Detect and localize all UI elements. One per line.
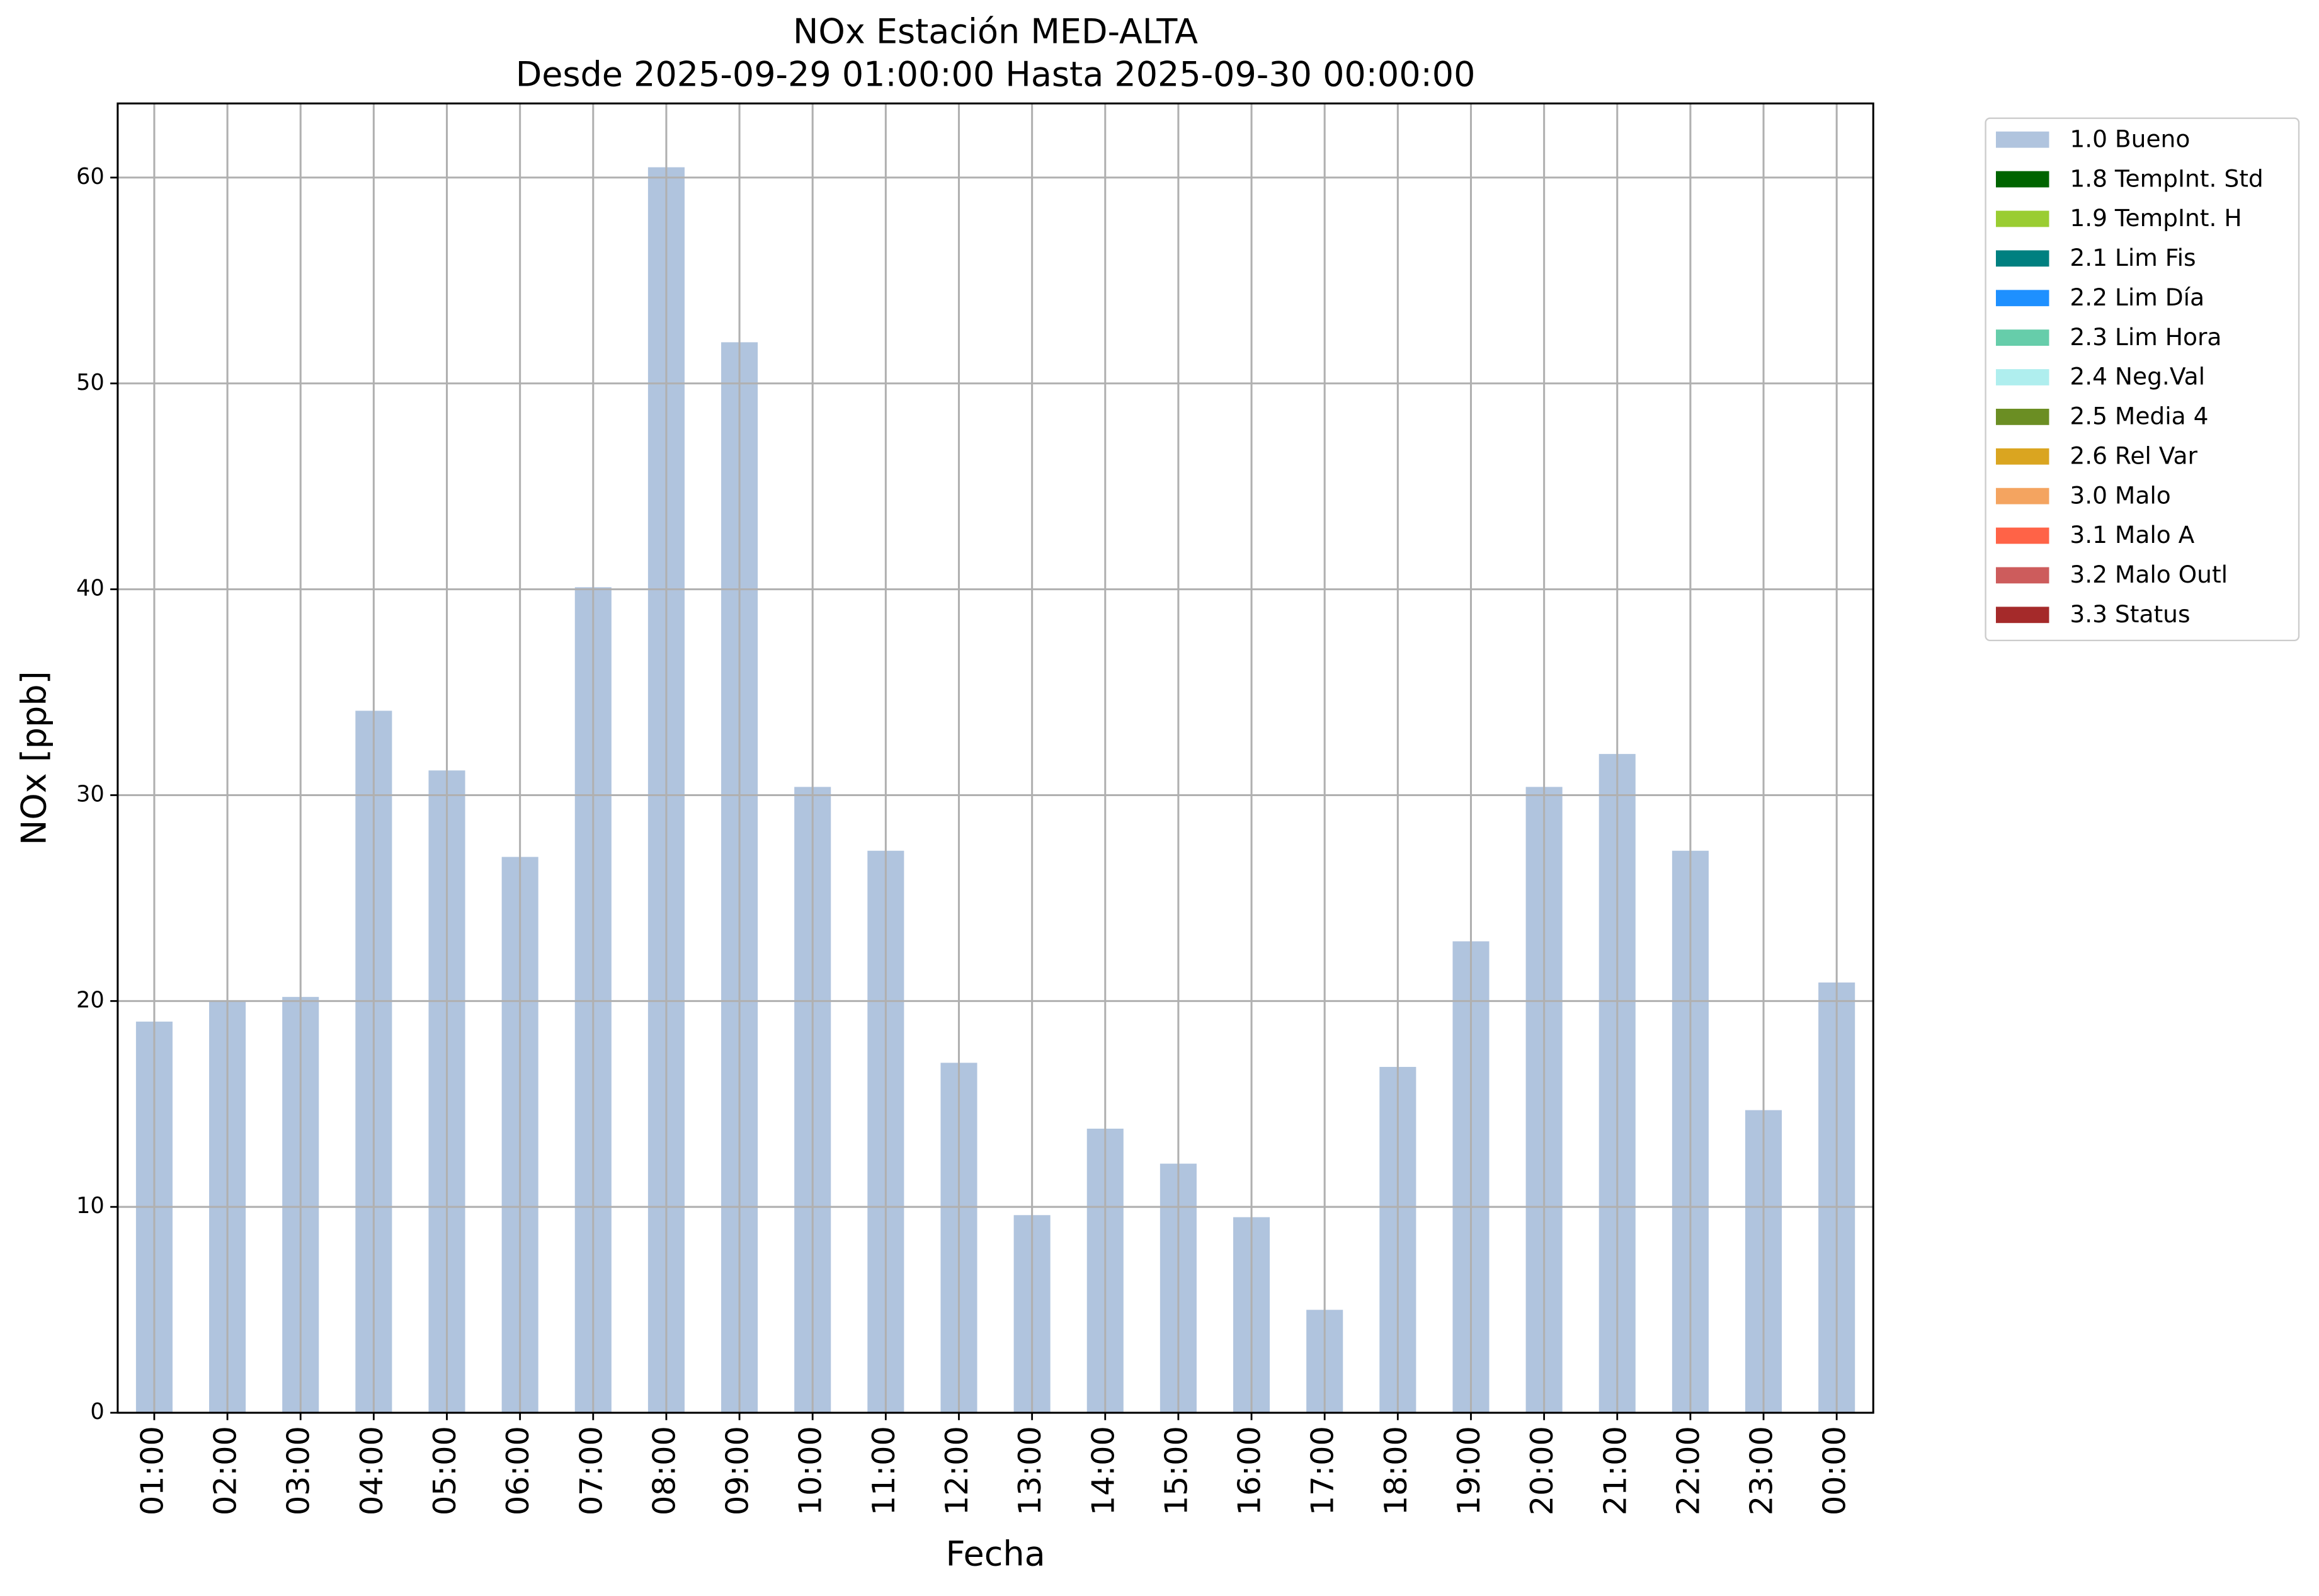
x-tick-label: 21:00 — [1597, 1426, 1633, 1515]
x-tick-label: 04:00 — [353, 1426, 390, 1515]
legend-swatch — [1996, 527, 2049, 544]
x-tick-label: 16:00 — [1231, 1426, 1268, 1515]
legend-swatch — [1996, 607, 2049, 624]
legend-swatch — [1996, 290, 2049, 307]
y-tick-label: 20 — [76, 987, 105, 1013]
x-tick-label: 03:00 — [280, 1426, 317, 1515]
y-axis-label: NOx [ppb] — [14, 671, 54, 845]
legend-label: 3.0 Malo — [2070, 481, 2170, 509]
legend-swatch — [1996, 210, 2049, 227]
legend-label: 1.8 TempInt. Std — [2070, 164, 2263, 192]
chart-subtitle: Desde 2025-09-29 01:00:00 Hasta 2025-09-… — [516, 55, 1476, 94]
legend-label: 2.2 Lim Día — [2070, 283, 2204, 311]
legend-label: 2.4 Neg.Val — [2070, 363, 2205, 390]
x-tick-label: 08:00 — [646, 1426, 682, 1515]
x-tick-label: 23:00 — [1743, 1426, 1780, 1515]
x-tick-label: 09:00 — [719, 1426, 756, 1515]
x-tick-label: 20:00 — [1524, 1426, 1560, 1515]
legend-swatch — [1996, 131, 2049, 148]
x-tick-label: 15:00 — [1158, 1426, 1194, 1515]
y-tick-label: 60 — [76, 164, 105, 190]
x-tick-label: 19:00 — [1450, 1426, 1487, 1515]
x-tick-label: 13:00 — [1011, 1426, 1048, 1515]
legend-swatch — [1996, 408, 2049, 425]
x-tick-label: 12:00 — [938, 1426, 975, 1515]
legend-box — [1985, 117, 2300, 642]
y-tick-label: 10 — [76, 1193, 105, 1219]
legend-swatch — [1996, 567, 2049, 584]
x-tick-label: 17:00 — [1304, 1426, 1341, 1515]
y-tick-label: 0 — [90, 1399, 104, 1425]
x-tick-label: 06:00 — [499, 1426, 536, 1515]
x-tick-label: 10:00 — [792, 1426, 829, 1515]
y-tick-label: 30 — [76, 781, 105, 807]
legend-label: 2.6 Rel Var — [2070, 442, 2197, 469]
x-tick-label: 05:00 — [426, 1426, 463, 1515]
legend-label: 1.0 Bueno — [2070, 125, 2190, 152]
legend-label: 2.5 Media 4 — [2070, 402, 2208, 430]
x-tick-label: 02:00 — [207, 1426, 244, 1515]
x-tick-label: 14:00 — [1085, 1426, 1121, 1515]
legend-label: 3.3 Status — [2070, 600, 2190, 628]
x-axis-label: Fecha — [945, 1534, 1045, 1573]
legend-label: 3.1 Malo A — [2070, 521, 2194, 549]
x-tick-label: 11:00 — [865, 1426, 902, 1515]
legend-swatch — [1996, 487, 2049, 504]
x-tick-label: 01:00 — [134, 1426, 170, 1515]
y-tick-label: 40 — [76, 576, 105, 601]
y-tick-label: 50 — [76, 370, 105, 396]
plot-frame — [117, 102, 1874, 1414]
legend-swatch — [1996, 171, 2049, 188]
legend-swatch — [1996, 448, 2049, 465]
x-tick-label: 07:00 — [573, 1426, 609, 1515]
legend-label: 1.9 TempInt. H — [2070, 204, 2242, 232]
legend-swatch — [1996, 329, 2049, 346]
legend-swatch — [1996, 369, 2049, 385]
legend-label: 3.2 Malo Outl — [2070, 561, 2228, 588]
legend-swatch — [1996, 250, 2049, 267]
x-tick-label: 00:00 — [1816, 1426, 1853, 1515]
legend-label: 2.1 Lim Fis — [2070, 244, 2196, 271]
x-tick-label: 18:00 — [1377, 1426, 1414, 1515]
legend-label: 2.3 Lim Hora — [2070, 323, 2221, 351]
x-tick-label: 22:00 — [1670, 1426, 1706, 1515]
chart-title: NOx Estación MED-ALTA — [793, 12, 1198, 52]
